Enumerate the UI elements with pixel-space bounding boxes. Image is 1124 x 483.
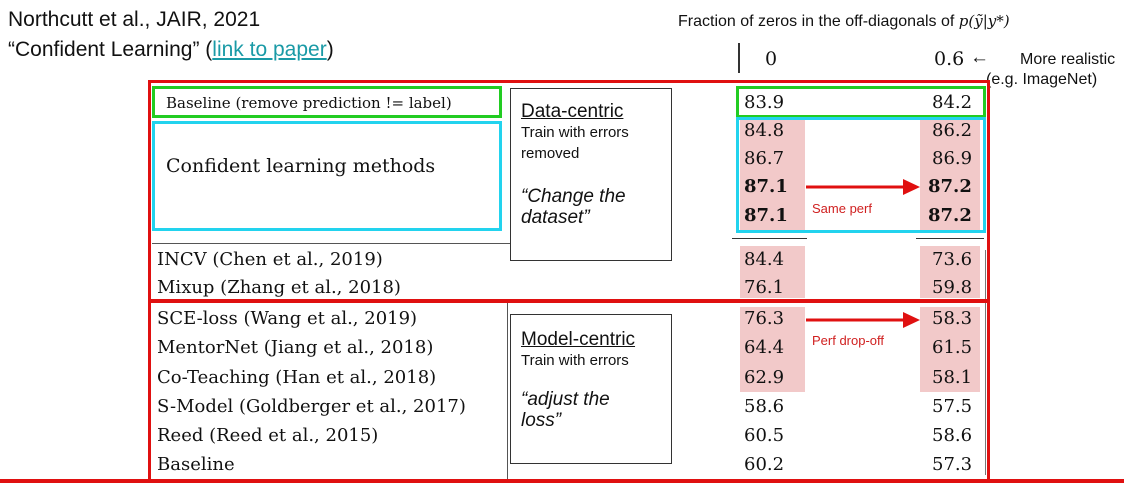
formula: p(ỹ|y*): [958, 12, 1010, 30]
same-perf-arrow: [806, 179, 920, 195]
value-cell: 61.5: [932, 337, 973, 358]
paper-link[interactable]: link to paper: [212, 38, 327, 61]
rule-col2: [916, 238, 984, 239]
data-centric-panel: [510, 88, 672, 261]
drop-off-arrow: [806, 312, 920, 328]
more-realistic-note: More realistic (e.g. ImageNet): [986, 51, 1116, 88]
value-cell: 76.3: [744, 308, 785, 329]
col-header-06: 0.6: [934, 48, 965, 70]
baseline-green-box: [152, 86, 502, 118]
value-cell: 84.4: [744, 249, 785, 270]
section-divider: [152, 243, 512, 244]
method-baseline: Baseline: [157, 454, 235, 475]
confident-cyan-box: [152, 121, 502, 231]
value-cell: 84.2: [932, 92, 973, 113]
value-cell: 58.1: [932, 367, 973, 388]
value-cell: 60.2: [744, 454, 785, 475]
shade-col2-top: [920, 115, 980, 230]
value-cell: 64.4: [744, 337, 785, 358]
method-sce-loss: SCE-loss (Wang et al., 2019): [157, 308, 418, 329]
col-header-0: 0: [765, 48, 778, 70]
value-cell: 86.2: [932, 120, 973, 141]
values-green-box: [736, 86, 986, 118]
value-cell: 86.7: [744, 148, 785, 169]
model-centric-panel: [510, 314, 672, 464]
value-cell: 60.5: [744, 425, 785, 446]
column-caption: Fraction of zeros in the off-diagonals o…: [678, 12, 1010, 30]
drop-off-label: Perf drop-off: [812, 333, 885, 348]
value-cell: 59.8: [932, 277, 973, 298]
value-cell: 57.3: [932, 454, 973, 475]
value-cell: 73.6: [932, 249, 973, 270]
value-cell: 58.3: [932, 308, 973, 329]
value-cell: 62.9: [744, 367, 785, 388]
value-cell: 87.1: [744, 205, 788, 226]
method-column-edge: [507, 300, 508, 480]
value-cell: 87.2: [928, 205, 972, 226]
value-cell: 57.5: [932, 396, 973, 417]
shade-col1-top: [740, 115, 805, 230]
value-cell: 58.6: [744, 396, 785, 417]
data-centric-title: Data-centric: [521, 101, 624, 122]
method-mentornet: MentorNet (Jiang et al., 2018): [157, 337, 434, 358]
value-cell: 86.9: [932, 148, 973, 169]
method-reed: Reed (Reed et al., 2015): [157, 425, 379, 446]
model-centric-text: Model-centric Train with errors “adjust …: [521, 329, 636, 431]
method-co-teaching: Co-Teaching (Han et al., 2018): [157, 367, 437, 388]
same-perf-label: Same perf: [812, 201, 872, 216]
value-cell: 58.6: [932, 425, 973, 446]
values-cyan-box: [736, 117, 986, 233]
left-arrow-icon: ←: [970, 47, 989, 68]
model-centric-title: Model-centric: [521, 329, 636, 350]
shade-col1-bottom: [740, 307, 805, 392]
shade-col2-bottom: [920, 307, 980, 392]
method-s-model: S-Model (Goldberger et al., 2017): [157, 396, 466, 417]
method-mixup: Mixup (Zhang et al., 2018): [157, 277, 401, 298]
table-right-edge: [985, 250, 986, 475]
citation: Northcutt et al., JAIR, 2021 “Confident …: [8, 5, 334, 65]
value-cell: 83.9: [744, 92, 785, 113]
value-cell: 87.1: [744, 176, 788, 197]
value-cell: 87.2: [928, 176, 972, 197]
confident-learning-label: Confident learning methods: [166, 155, 436, 177]
value-cell: 84.8: [744, 120, 785, 141]
citation-line-1: Northcutt et al., JAIR, 2021: [8, 8, 261, 31]
method-incv: INCV (Chen et al., 2019): [157, 249, 383, 270]
method-baseline-removal: Baseline (remove prediction != label): [166, 94, 452, 112]
rule-col1: [732, 238, 807, 239]
bottom-red-line: [0, 479, 1124, 483]
lower-red-box: [148, 300, 990, 482]
shade-col1-mid: [740, 246, 805, 298]
value-cell: 76.1: [744, 277, 785, 298]
data-centric-text: Data-centric Train with errors removed “…: [521, 101, 629, 228]
shade-col2-mid: [920, 246, 980, 298]
citation-line-2: “Confident Learning” (link to paper): [8, 38, 334, 61]
header-divider: [738, 43, 740, 73]
